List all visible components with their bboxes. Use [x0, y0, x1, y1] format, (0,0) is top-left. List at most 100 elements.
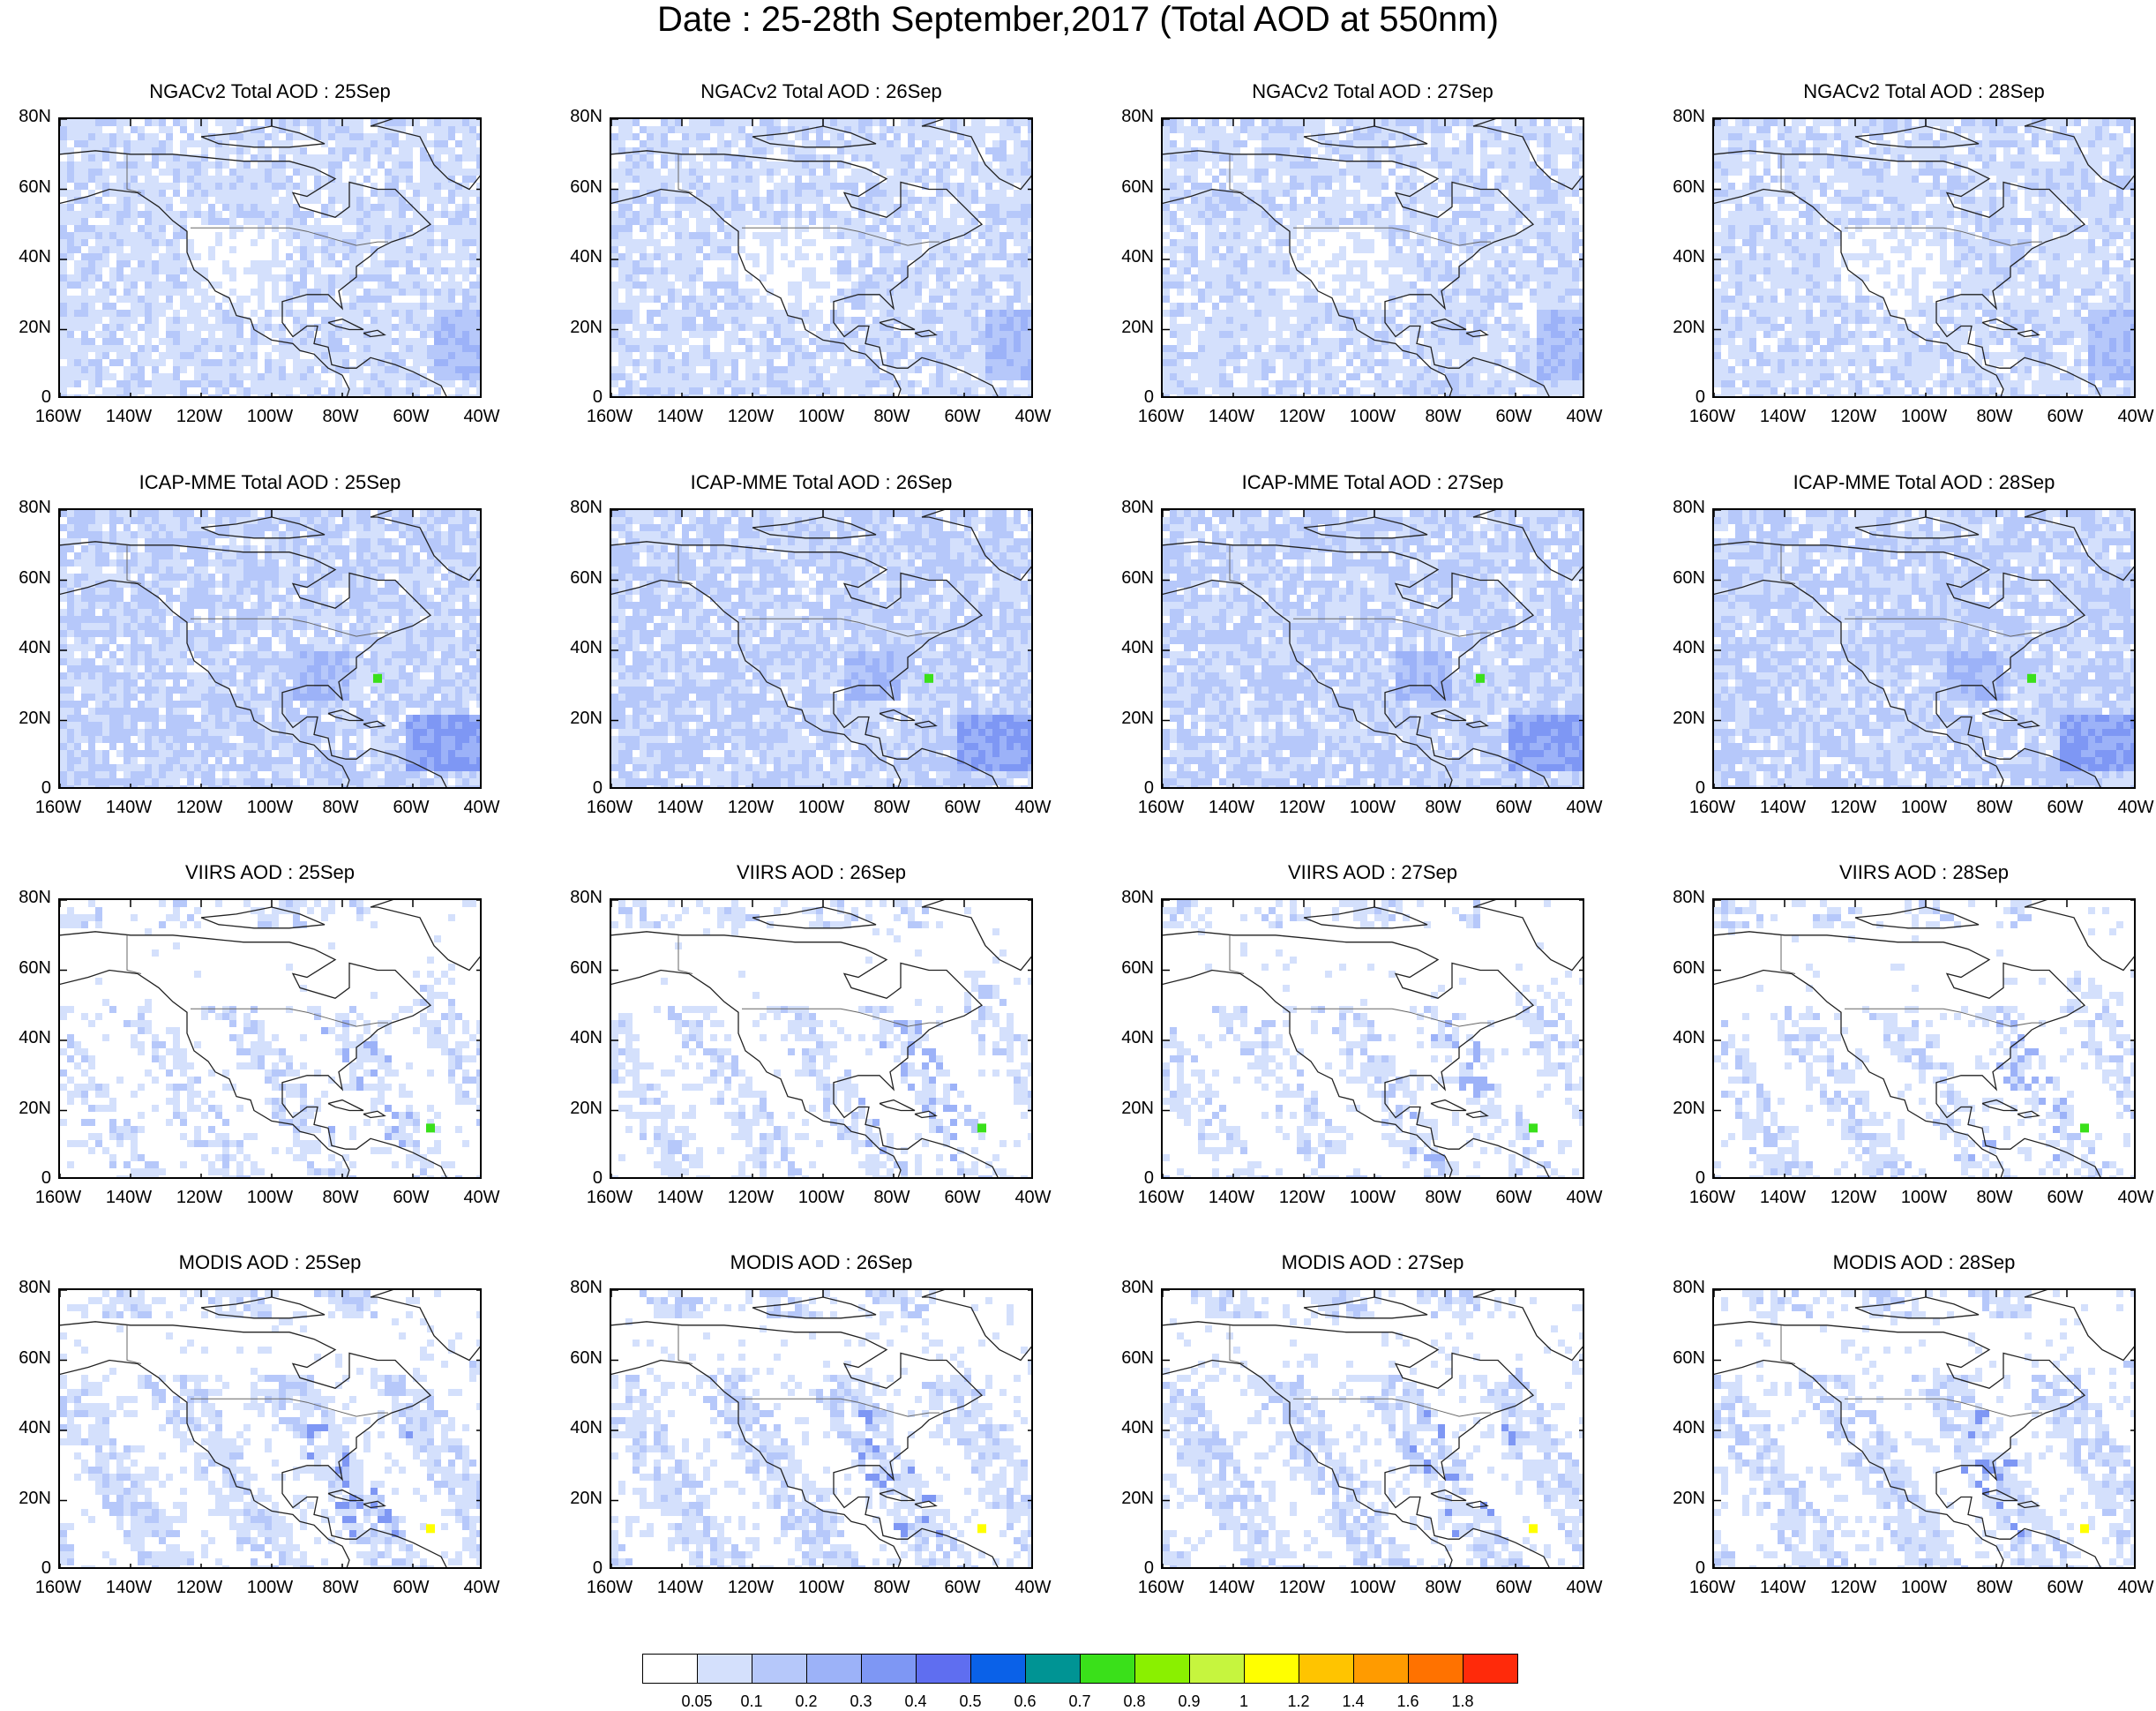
- aod-cell: [1028, 380, 1033, 387]
- aod-cell: [187, 380, 194, 387]
- aod-cell: [760, 380, 767, 387]
- aod-cell: [668, 246, 675, 253]
- aod-cell: [767, 317, 774, 324]
- aod-cell: [251, 267, 258, 274]
- aod-cell: [152, 359, 159, 366]
- aod-cell: [363, 380, 371, 387]
- aod-cell: [159, 211, 166, 218]
- aod-cell: [1290, 310, 1297, 317]
- aod-cell: [696, 147, 703, 154]
- aod-cell: [1367, 239, 1374, 246]
- aod-cell: [1198, 394, 1205, 398]
- aod-cell: [675, 324, 682, 331]
- aod-cell: [816, 161, 823, 169]
- aod-cell: [286, 197, 293, 204]
- aod-cell: [1283, 239, 1290, 246]
- aod-cell: [1205, 296, 1212, 303]
- aod-cell: [1297, 239, 1304, 246]
- aod-cell: [81, 373, 88, 380]
- aod-cell: [999, 267, 1007, 274]
- aod-cell: [399, 225, 406, 232]
- aod-cell: [67, 239, 74, 246]
- aod-cell: [74, 239, 81, 246]
- aod-cell: [724, 183, 731, 190]
- aod-cell: [406, 260, 413, 267]
- aod-cell: [462, 317, 469, 324]
- aod-cell: [399, 204, 406, 211]
- aod-cell: [625, 211, 633, 218]
- aod-cell: [328, 246, 335, 253]
- aod-cell: [1297, 380, 1304, 387]
- aod-cell: [356, 394, 363, 398]
- aod-cell: [752, 345, 760, 352]
- aod-cell: [880, 204, 887, 211]
- aod-cell: [279, 232, 286, 239]
- aod-cell: [1233, 204, 1240, 211]
- aod-cell: [668, 366, 675, 373]
- aod-cell: [745, 176, 752, 183]
- aod-cell: [406, 154, 413, 161]
- aod-cell: [661, 154, 668, 161]
- aod-cell: [844, 359, 851, 366]
- aod-cell: [95, 204, 102, 211]
- aod-cell: [413, 183, 420, 190]
- aod-cell: [647, 274, 654, 281]
- aod-cell: [208, 183, 215, 190]
- aod-cell: [865, 232, 872, 239]
- aod-cell: [901, 373, 908, 380]
- aod-cell: [1297, 253, 1304, 260]
- aod-cell: [371, 310, 378, 317]
- aod-cell: [81, 274, 88, 281]
- aod-cell: [731, 274, 738, 281]
- aod-cell: [1021, 218, 1028, 225]
- aod-cell: [1184, 387, 1191, 394]
- aod-cell: [1311, 190, 1318, 197]
- aod-cell: [992, 246, 999, 253]
- aod-cell: [625, 169, 633, 176]
- aod-cell: [462, 274, 469, 281]
- aod-cell: [682, 380, 689, 387]
- aod-cell: [1028, 190, 1033, 197]
- aod-cell: [448, 359, 455, 366]
- aod-cell: [74, 345, 81, 352]
- aod-cell: [795, 303, 802, 310]
- aod-cell: [1212, 239, 1219, 246]
- aod-cell: [109, 303, 116, 310]
- aod-cell: [74, 324, 81, 331]
- aod-cell: [999, 317, 1007, 324]
- aod-cell: [145, 303, 152, 310]
- aod-cell: [661, 267, 668, 274]
- aod-cell: [717, 204, 724, 211]
- aod-cell: [675, 345, 682, 352]
- aod-cell: [964, 387, 971, 394]
- aod-cell: [145, 211, 152, 218]
- aod-cell: [738, 310, 745, 317]
- aod-cell: [929, 239, 936, 246]
- aod-cell: [1297, 204, 1304, 211]
- aod-cell: [696, 303, 703, 310]
- aod-cell: [1346, 352, 1353, 359]
- aod-cell: [618, 331, 625, 338]
- aod-cell: [208, 380, 215, 387]
- aod-cell: [399, 352, 406, 359]
- aod-cell: [788, 169, 795, 176]
- aod-cell: [243, 359, 251, 366]
- aod-cell: [1219, 289, 1226, 296]
- aod-cell: [406, 380, 413, 387]
- aod-cell: [943, 154, 950, 161]
- aod-cell: [752, 289, 760, 296]
- aod-cell: [102, 253, 109, 260]
- aod-cell: [915, 260, 922, 267]
- aod-cell: [88, 380, 95, 387]
- aod-cell: [647, 239, 654, 246]
- aod-cell: [703, 380, 710, 387]
- aod-cell: [1163, 380, 1170, 387]
- aod-cell: [392, 324, 399, 331]
- aod-cell: [124, 366, 131, 373]
- aod-cell: [823, 225, 830, 232]
- aod-cell: [236, 338, 243, 345]
- aod-cell: [1198, 380, 1205, 387]
- aod-cell: [1276, 154, 1283, 161]
- aod-cell: [342, 126, 349, 133]
- aod-cell: [640, 324, 647, 331]
